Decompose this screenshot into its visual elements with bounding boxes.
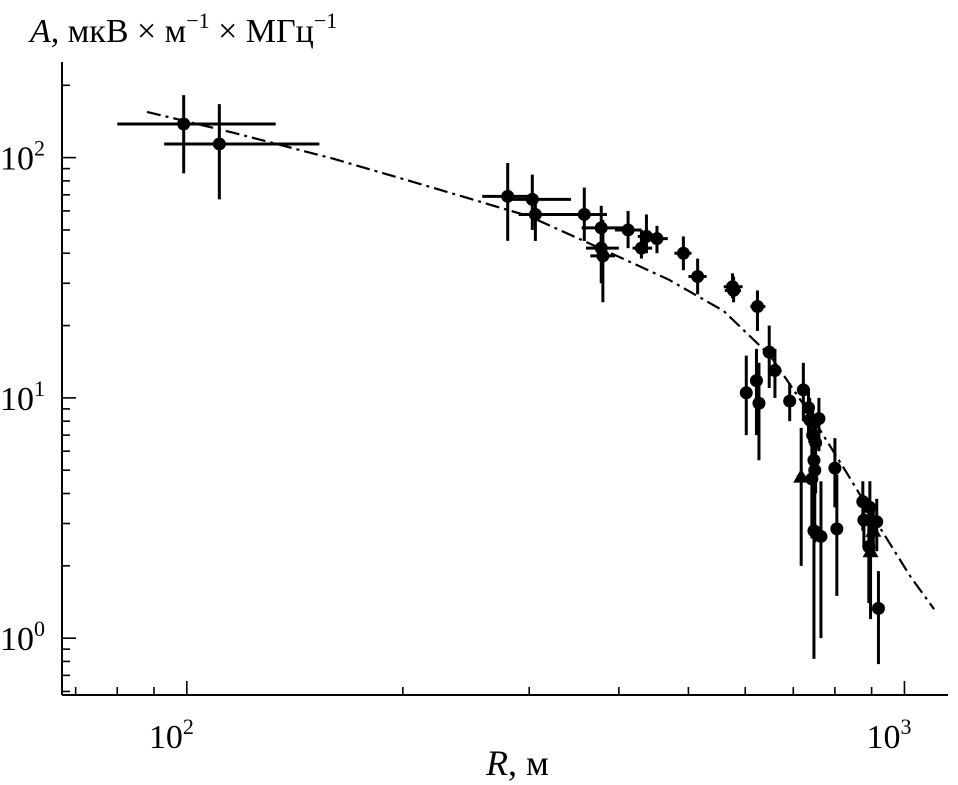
data-point (783, 383, 797, 422)
y-tick-label: 101 (0, 376, 45, 418)
circle-marker (768, 364, 782, 378)
x-axis-title: R, м (486, 743, 549, 783)
y-tick-label: 100 (0, 616, 45, 658)
data-point (871, 571, 885, 665)
data-point (590, 219, 615, 303)
data-point (614, 210, 642, 249)
circle-marker (752, 396, 766, 410)
circle-marker (749, 374, 763, 388)
circle-marker (621, 223, 635, 237)
axes-frame (61, 62, 948, 696)
circle-marker (727, 283, 741, 297)
data-point (674, 236, 692, 271)
data-point (762, 325, 776, 388)
y-tick-label: 102 (0, 136, 45, 178)
circle-marker (177, 117, 191, 131)
circle-marker (634, 241, 648, 255)
circle-marker (871, 601, 885, 615)
y-axis-title: A, мкВ × м−1 × МГц−1 (30, 8, 338, 50)
data-point (724, 276, 742, 303)
circle-marker (750, 300, 764, 314)
data-point (648, 225, 668, 254)
triangle-marker (865, 522, 882, 537)
circle-marker (650, 232, 664, 246)
circle-marker (828, 461, 842, 475)
circle-marker (691, 270, 705, 284)
circle-marker (783, 394, 797, 408)
data-point (807, 474, 821, 659)
data-point (563, 187, 607, 241)
circle-marker (857, 513, 871, 527)
data-point (814, 481, 828, 639)
circle-marker (796, 383, 810, 397)
circle-marker (596, 249, 610, 263)
tick-labels-layer: 100 101 102 102 103 (0, 136, 911, 756)
data-point (857, 498, 871, 547)
data-point (164, 104, 320, 200)
circle-marker (212, 137, 226, 151)
circle-marker (739, 386, 753, 400)
data-point (482, 162, 530, 241)
x-tick-label: 103 (866, 714, 911, 756)
data-points-layer (117, 95, 885, 665)
data-point (750, 290, 766, 331)
data-point (739, 355, 753, 436)
data-point (793, 427, 810, 566)
data-point (865, 510, 882, 556)
circle-marker (676, 246, 690, 260)
triangle-marker (793, 468, 810, 483)
data-point (828, 438, 842, 508)
circle-marker (814, 529, 828, 543)
data-point (768, 348, 782, 398)
circle-marker (528, 207, 542, 221)
circle-marker (805, 472, 819, 486)
circle-marker (577, 207, 591, 221)
data-point (688, 258, 707, 295)
x-tick-label: 102 (149, 714, 194, 756)
data-point (752, 362, 766, 461)
circle-marker (830, 522, 844, 536)
data-point (518, 194, 569, 241)
data-point (830, 474, 844, 596)
circle-marker (762, 345, 776, 359)
data-point (117, 95, 276, 174)
